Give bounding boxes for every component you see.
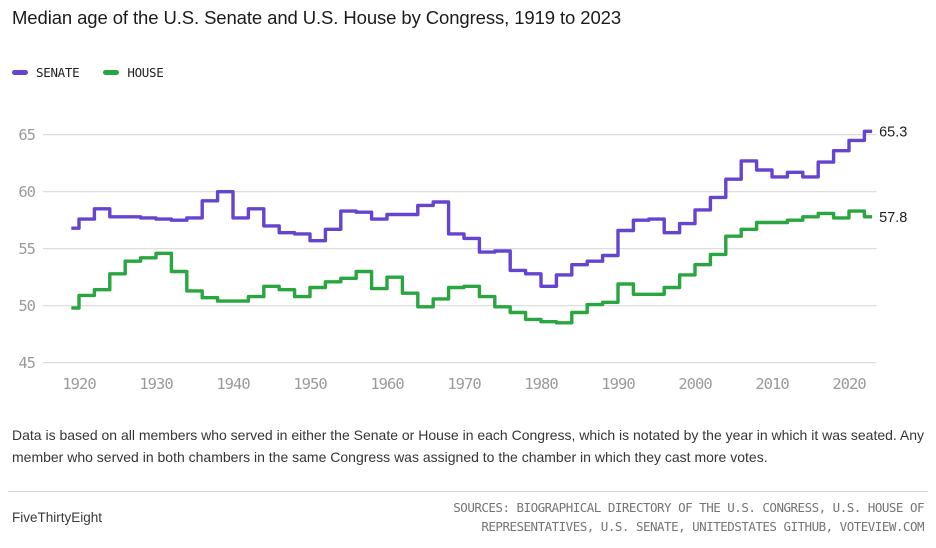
- legend-label-senate: SENATE: [36, 65, 80, 80]
- x-tick-label-1960: 1960: [370, 375, 404, 393]
- x-tick-label-1940: 1940: [216, 375, 250, 393]
- house-swatch-icon: [103, 70, 120, 75]
- y-tick-label-45: 45: [18, 354, 35, 372]
- x-tick-label-1980: 1980: [524, 375, 558, 393]
- x-tick-label-1990: 1990: [601, 375, 635, 393]
- house-line: [71, 209, 873, 325]
- x-tick-label-1970: 1970: [447, 375, 481, 393]
- legend-item-house: HOUSE: [103, 65, 164, 80]
- senate-swatch-icon: [12, 70, 28, 75]
- y-tick-label-50: 50: [18, 297, 35, 315]
- step-line-chart: 45 50 55 60 65 1920 1930 1940 1950 1960 1970 1980 19…: [18, 124, 907, 393]
- senate-end-value-label: 65.3: [879, 124, 907, 140]
- house-end-value-label: 57.8: [879, 210, 907, 226]
- y-tick-label-60: 60: [18, 183, 35, 201]
- sources-line-1: SOURCES: BIOGRAPHICAL DIRECTORY OF THE U…: [453, 500, 924, 515]
- x-tick-label-1920: 1920: [62, 375, 96, 393]
- sources-line-2: REPRESENTATIVES, U.S. SENATE, UNITEDSTAT…: [481, 518, 924, 534]
- y-tick-label-65: 65: [18, 126, 35, 144]
- footnote: Data is based on all members who served …: [12, 427, 925, 465]
- x-tick-label-1930: 1930: [139, 375, 173, 393]
- x-tick-label-2010: 2010: [755, 375, 789, 393]
- senate-line: [71, 129, 873, 288]
- x-tick-label-2020: 2020: [832, 375, 866, 393]
- x-tick-label-1950: 1950: [293, 375, 327, 393]
- y-tick-label-55: 55: [18, 240, 35, 258]
- sources-credit: SOURCES: BIOGRAPHICAL DIRECTORY OF THE U…: [453, 499, 924, 536]
- footer-divider: [8, 491, 928, 492]
- page-title: Median age of the U.S. Senate and U.S. H…: [12, 7, 622, 28]
- chart-legend: SENATE HOUSE: [12, 65, 178, 80]
- x-tick-label-2000: 2000: [678, 375, 712, 393]
- brand-fivethirtyeight: FiveThirtyEight: [12, 510, 103, 525]
- legend-item-senate: SENATE: [12, 65, 80, 80]
- legend-label-house: HOUSE: [127, 65, 164, 80]
